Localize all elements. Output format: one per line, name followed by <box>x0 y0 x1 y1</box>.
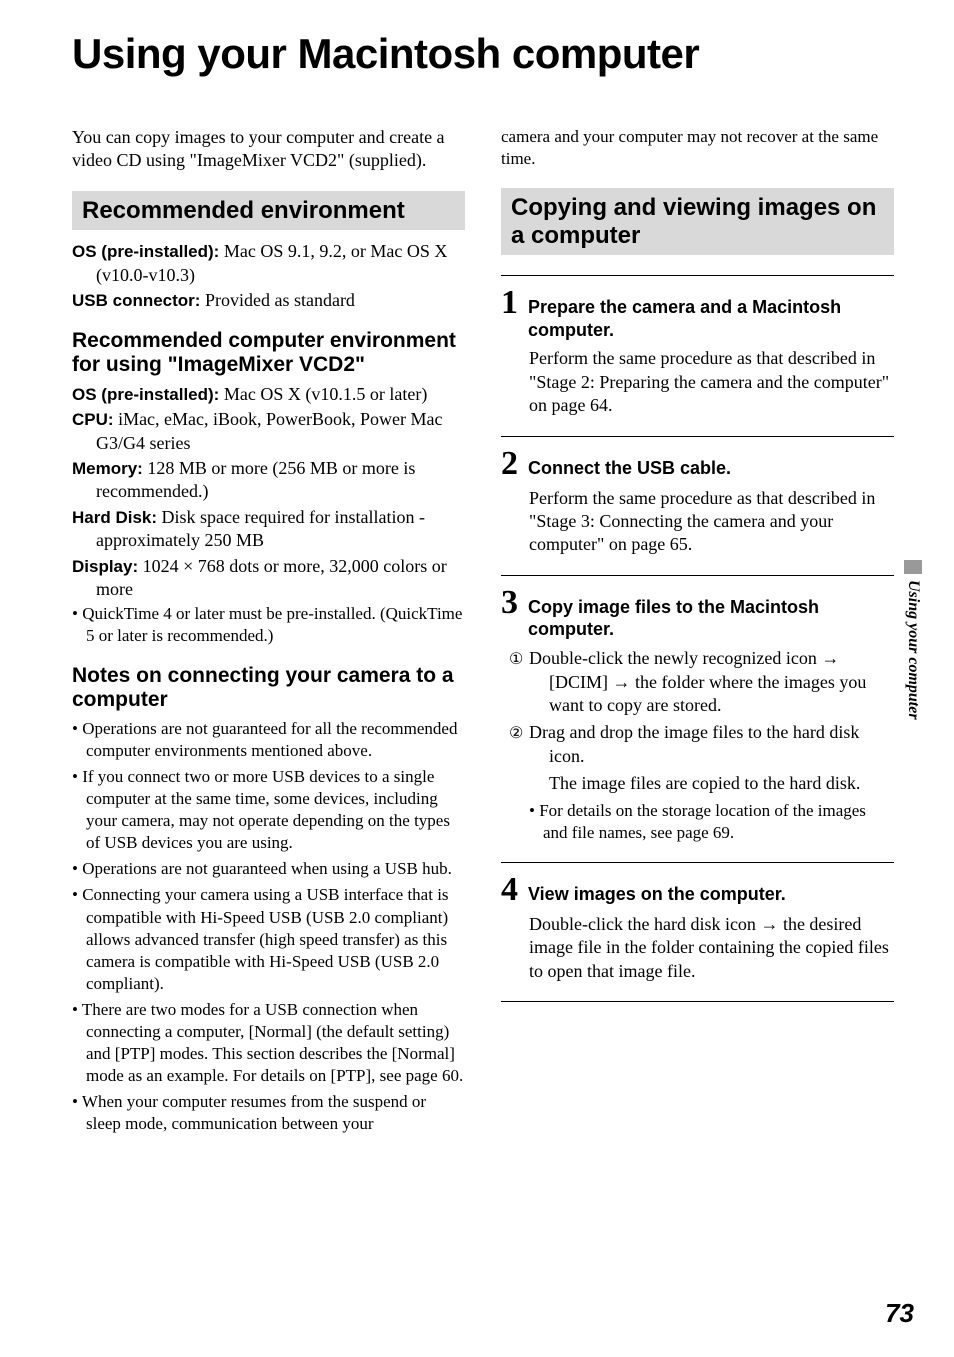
arrow-icon: → <box>613 672 631 692</box>
step-1-title: Prepare the camera and a Macintosh compu… <box>528 296 894 341</box>
step-3-sub2b: The image files are copied to the hard d… <box>501 772 894 795</box>
im-cpu-value: iMac, eMac, iBook, PowerBook, Power Mac … <box>96 409 443 452</box>
arrow-icon: → <box>821 648 839 668</box>
section-notes-heading: Notes on connecting your camera to a com… <box>72 664 465 712</box>
im-bullets: QuickTime 4 or later must be pre-install… <box>72 603 465 647</box>
im-cpu-label: CPU: <box>72 410 114 429</box>
section-copy-view: Copying and viewing images on a computer <box>501 188 894 255</box>
intro-text: You can copy images to your computer and… <box>72 126 465 173</box>
note-bullet-0: Operations are not guaranteed for all th… <box>72 718 465 762</box>
im-hd-label: Hard Disk: <box>72 508 157 527</box>
note-bullet-3: Connecting your camera using a USB inter… <box>72 884 465 994</box>
side-tab: Using your computer <box>904 560 922 720</box>
im-disp-value: 1024 × 768 dots or more, 32,000 colors o… <box>96 556 447 599</box>
step-3-title: Copy image files to the Macintosh comput… <box>528 596 894 641</box>
step-1-body: Perform the same procedure as that descr… <box>501 347 894 417</box>
im-mem-label: Memory: <box>72 459 143 478</box>
note-bullet-2: Operations are not guaranteed when using… <box>72 858 465 880</box>
left-column: You can copy images to your computer and… <box>72 126 465 1140</box>
os-line: OS (pre-installed): Mac OS 9.1, 9.2, or … <box>72 240 465 287</box>
step-4-title: View images on the computer. <box>528 883 786 906</box>
page-number: 73 <box>885 1298 914 1329</box>
im-mem-line: Memory: 128 MB or more (256 MB or more i… <box>72 457 465 504</box>
step-2-num: 2 <box>501 447 518 481</box>
step-3-sub1: ①Double-click the newly recognized icon … <box>501 647 894 718</box>
step-3-bullet: For details on the storage location of t… <box>529 800 894 844</box>
step-3-bullets: For details on the storage location of t… <box>501 800 894 844</box>
im-hd-line: Hard Disk: Disk space required for insta… <box>72 506 465 553</box>
step-2-header: 2 Connect the USB cable. <box>501 447 894 481</box>
im-disp-line: Display: 1024 × 768 dots or more, 32,000… <box>72 555 465 602</box>
step-2: 2 Connect the USB cable. Perform the sam… <box>501 436 894 575</box>
step-4: 4 View images on the computer. Double-cl… <box>501 862 894 1002</box>
step-2-title: Connect the USB cable. <box>528 457 731 480</box>
usb-label: USB connector: <box>72 291 200 310</box>
note-bullet-4: There are two modes for a USB connection… <box>72 999 465 1087</box>
continuation-text: camera and your computer may not recover… <box>501 126 894 170</box>
im-os-value: Mac OS X (v10.1.5 or later) <box>219 384 427 404</box>
note-bullet-1: If you connect two or more USB devices t… <box>72 766 465 854</box>
step-4-body: Double-click the hard disk icon → the de… <box>501 913 894 983</box>
im-bullet-quicktime: QuickTime 4 or later must be pre-install… <box>72 603 465 647</box>
im-mem-value: 128 MB or more (256 MB or more is recomm… <box>96 458 415 501</box>
im-os-label: OS (pre-installed): <box>72 385 219 404</box>
step-3-sub1-mid1: [DCIM] <box>549 672 613 692</box>
note-bullet-5: When your computer resumes from the susp… <box>72 1091 465 1135</box>
step-4-header: 4 View images on the computer. <box>501 873 894 907</box>
step-3-sub2a: Drag and drop the image files to the har… <box>529 722 859 766</box>
step-2-body: Perform the same procedure as that descr… <box>501 487 894 557</box>
step-3-num: 3 <box>501 586 518 620</box>
usb-line: USB connector: Provided as standard <box>72 289 465 312</box>
im-disp-label: Display: <box>72 557 138 576</box>
page-title: Using your Macintosh computer <box>72 30 894 78</box>
step-3-sub2: ②Drag and drop the image files to the ha… <box>501 721 894 768</box>
step-4-body-pre: Double-click the hard disk icon <box>529 914 760 934</box>
step-1-num: 1 <box>501 286 518 320</box>
content-columns: You can copy images to your computer and… <box>72 126 894 1140</box>
step-3-header: 3 Copy image files to the Macintosh comp… <box>501 586 894 641</box>
step-3: 3 Copy image files to the Macintosh comp… <box>501 575 894 862</box>
usb-value: Provided as standard <box>200 290 354 310</box>
arrow-icon: → <box>760 914 778 934</box>
right-column: camera and your computer may not recover… <box>501 126 894 1140</box>
section-recommended-env: Recommended environment <box>72 191 465 231</box>
section-imagemixer-env: Recommended computer environment for usi… <box>72 329 465 377</box>
step-4-num: 4 <box>501 873 518 907</box>
im-cpu-line: CPU: iMac, eMac, iBook, PowerBook, Power… <box>72 408 465 455</box>
step-1: 1 Prepare the camera and a Macintosh com… <box>501 275 894 435</box>
notes-bullets: Operations are not guaranteed for all th… <box>72 718 465 1136</box>
im-os-line: OS (pre-installed): Mac OS X (v10.1.5 or… <box>72 383 465 406</box>
step-1-header: 1 Prepare the camera and a Macintosh com… <box>501 286 894 341</box>
os-label: OS (pre-installed): <box>72 242 219 261</box>
step-3-sub1-pre: Double-click the newly recognized icon <box>529 648 821 668</box>
